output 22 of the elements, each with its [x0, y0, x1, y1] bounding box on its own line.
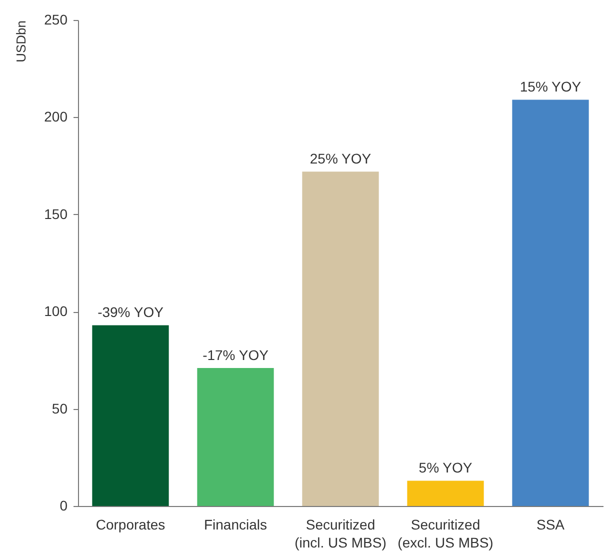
annotation: -17% YOY — [202, 346, 270, 363]
x-tick-label: SSA — [536, 516, 566, 532]
y-tick-label: 50 — [52, 400, 68, 416]
annotation: -39% YOY — [98, 304, 164, 320]
annotation: 5% YOY — [418, 460, 473, 476]
x-tick-label: Financials — [204, 516, 268, 532]
y-axis-title: USDbn — [14, 20, 28, 62]
x-tick-label: Corporates — [96, 516, 166, 532]
x-tick-label: Securitized (excl. US MBS) — [398, 516, 494, 550]
annotation: 25% YOY — [310, 150, 372, 167]
y-tick-label: 150 — [44, 206, 68, 222]
y-tick-label: 200 — [44, 108, 68, 125]
bar — [92, 325, 169, 506]
annotation: 15% YOY — [520, 78, 582, 95]
y-tick-label: 0 — [60, 498, 68, 514]
x-tick-label: Securitized (incl. US MBS) — [294, 516, 386, 550]
bar — [197, 368, 274, 506]
bar — [407, 480, 484, 506]
bar — [512, 100, 589, 506]
bar — [302, 172, 379, 506]
y-tick-label: 250 — [44, 12, 68, 28]
y-tick-label: 100 — [44, 303, 68, 320]
